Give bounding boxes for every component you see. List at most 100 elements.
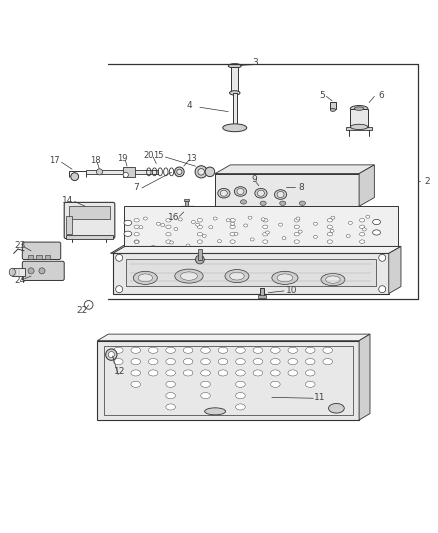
Ellipse shape	[200, 359, 210, 365]
Text: 6: 6	[377, 91, 383, 100]
Ellipse shape	[151, 245, 155, 248]
Ellipse shape	[259, 201, 265, 205]
Ellipse shape	[148, 347, 158, 353]
Ellipse shape	[326, 232, 332, 236]
Ellipse shape	[166, 347, 175, 353]
Ellipse shape	[213, 217, 217, 220]
Bar	[86, 169, 158, 174]
Ellipse shape	[217, 189, 230, 198]
Polygon shape	[125, 259, 375, 286]
Text: 17: 17	[49, 156, 60, 165]
Bar	[259, 288, 264, 296]
Ellipse shape	[230, 225, 235, 229]
Circle shape	[116, 286, 122, 293]
Text: 10: 10	[285, 286, 297, 295]
Circle shape	[39, 268, 45, 274]
Circle shape	[28, 268, 34, 274]
Ellipse shape	[156, 222, 160, 225]
Ellipse shape	[217, 240, 221, 243]
Ellipse shape	[359, 225, 364, 229]
Ellipse shape	[261, 218, 265, 221]
FancyBboxPatch shape	[22, 261, 64, 280]
Circle shape	[84, 301, 93, 309]
Ellipse shape	[218, 370, 227, 376]
Ellipse shape	[270, 381, 279, 387]
Ellipse shape	[229, 272, 244, 280]
Ellipse shape	[113, 347, 123, 353]
Text: 15: 15	[153, 151, 163, 160]
Ellipse shape	[166, 404, 175, 410]
Ellipse shape	[131, 381, 140, 387]
Ellipse shape	[226, 219, 230, 222]
FancyBboxPatch shape	[22, 242, 60, 260]
Text: 13: 13	[185, 154, 196, 163]
Ellipse shape	[320, 273, 344, 286]
Ellipse shape	[186, 244, 190, 247]
Ellipse shape	[240, 200, 246, 204]
Bar	[350, 109, 367, 127]
Ellipse shape	[166, 359, 175, 365]
Ellipse shape	[220, 190, 227, 196]
Polygon shape	[113, 246, 400, 253]
Ellipse shape	[166, 232, 171, 236]
Bar	[122, 167, 134, 176]
Ellipse shape	[183, 370, 192, 376]
Text: 20: 20	[143, 151, 154, 160]
Bar	[12, 268, 25, 276]
Ellipse shape	[287, 359, 297, 365]
Ellipse shape	[305, 381, 314, 387]
Text: 2: 2	[423, 177, 428, 186]
Ellipse shape	[177, 169, 182, 174]
Ellipse shape	[124, 231, 131, 237]
Ellipse shape	[183, 347, 192, 353]
Polygon shape	[123, 206, 397, 246]
Ellipse shape	[359, 219, 364, 222]
Text: 19: 19	[117, 154, 127, 163]
Ellipse shape	[180, 272, 197, 280]
Ellipse shape	[322, 359, 332, 365]
Ellipse shape	[346, 235, 350, 238]
Ellipse shape	[270, 370, 279, 376]
Ellipse shape	[299, 201, 305, 205]
Polygon shape	[97, 341, 358, 420]
Text: 11: 11	[313, 393, 325, 402]
Bar	[66, 216, 72, 234]
Ellipse shape	[278, 223, 282, 226]
Text: 14: 14	[62, 196, 73, 205]
Ellipse shape	[166, 240, 171, 244]
Ellipse shape	[313, 222, 317, 225]
Ellipse shape	[326, 240, 332, 244]
Ellipse shape	[108, 352, 114, 358]
Circle shape	[71, 173, 78, 181]
Ellipse shape	[262, 225, 267, 229]
Ellipse shape	[124, 220, 131, 225]
Ellipse shape	[173, 228, 177, 230]
Bar	[104, 346, 352, 415]
Ellipse shape	[270, 347, 279, 353]
Ellipse shape	[143, 217, 147, 220]
Polygon shape	[215, 174, 358, 206]
Ellipse shape	[297, 230, 301, 233]
Bar	[258, 295, 265, 298]
Ellipse shape	[166, 370, 175, 376]
Bar	[232, 93, 237, 127]
Ellipse shape	[197, 240, 202, 244]
Polygon shape	[215, 165, 374, 174]
Ellipse shape	[235, 393, 245, 399]
Ellipse shape	[250, 238, 254, 241]
Ellipse shape	[348, 221, 352, 224]
Ellipse shape	[326, 225, 332, 229]
Ellipse shape	[328, 403, 343, 413]
Bar	[329, 102, 335, 109]
Ellipse shape	[359, 232, 364, 236]
Ellipse shape	[235, 359, 245, 365]
Circle shape	[116, 254, 122, 261]
Ellipse shape	[9, 268, 15, 276]
Bar	[28, 255, 33, 259]
Ellipse shape	[134, 240, 139, 244]
Ellipse shape	[305, 347, 314, 353]
Ellipse shape	[253, 347, 262, 353]
Bar	[45, 255, 50, 259]
FancyBboxPatch shape	[64, 203, 115, 239]
Ellipse shape	[270, 359, 279, 365]
